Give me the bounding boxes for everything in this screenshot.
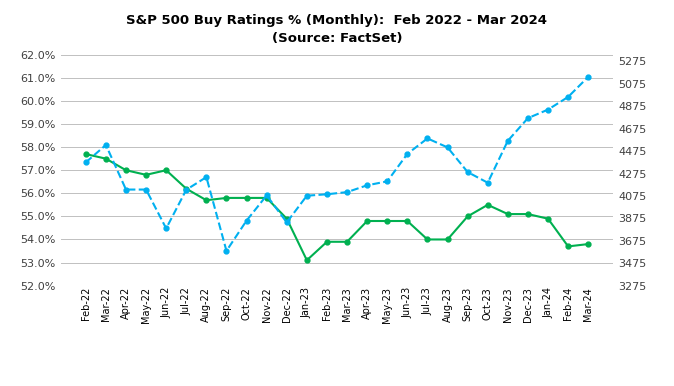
Buy Ratings % <box>142 173 150 177</box>
Price <box>102 142 110 147</box>
Buy Ratings % <box>303 258 311 262</box>
Price <box>503 139 512 143</box>
Price <box>544 107 552 112</box>
Buy Ratings % <box>222 196 231 200</box>
Buy Ratings % <box>202 198 210 203</box>
Buy Ratings % <box>122 168 130 173</box>
Line: Buy Ratings %: Buy Ratings % <box>84 152 590 263</box>
Price <box>443 145 452 150</box>
Buy Ratings % <box>584 242 592 246</box>
Buy Ratings % <box>263 196 271 200</box>
Line: Price: Price <box>84 74 590 253</box>
Buy Ratings % <box>484 203 492 207</box>
Buy Ratings % <box>443 237 452 242</box>
Buy Ratings % <box>323 239 331 244</box>
Price <box>524 116 532 120</box>
Price <box>142 187 150 192</box>
Buy Ratings % <box>182 186 190 191</box>
Buy Ratings % <box>102 156 110 161</box>
Price <box>222 249 231 253</box>
Buy Ratings % <box>464 214 472 219</box>
Price <box>303 193 311 198</box>
Price <box>122 187 130 192</box>
Price <box>243 218 251 223</box>
Buy Ratings % <box>544 217 552 221</box>
Price <box>484 180 492 185</box>
Price <box>384 179 392 184</box>
Price <box>263 193 271 198</box>
Price <box>363 183 371 188</box>
Price <box>162 226 171 231</box>
Price <box>82 160 90 165</box>
Price <box>584 74 592 79</box>
Buy Ratings % <box>564 244 572 249</box>
Buy Ratings % <box>524 212 532 217</box>
Buy Ratings % <box>503 212 512 217</box>
Buy Ratings % <box>162 168 171 173</box>
Price <box>323 192 331 196</box>
Buy Ratings % <box>82 152 90 156</box>
Buy Ratings % <box>363 219 371 223</box>
Price <box>202 175 210 179</box>
Price <box>464 170 472 174</box>
Price <box>423 136 431 141</box>
Buy Ratings % <box>423 237 431 242</box>
Price <box>403 152 411 156</box>
Price <box>564 95 572 99</box>
Buy Ratings % <box>403 219 411 223</box>
Price <box>182 188 190 192</box>
Buy Ratings % <box>243 196 251 200</box>
Buy Ratings % <box>384 219 392 223</box>
Buy Ratings % <box>343 239 351 244</box>
Price <box>343 190 351 195</box>
Title: S&P 500 Buy Ratings % (Monthly):  Feb 2022 - Mar 2024
(Source: FactSet): S&P 500 Buy Ratings % (Monthly): Feb 202… <box>127 14 547 45</box>
Buy Ratings % <box>282 217 290 221</box>
Price <box>282 220 290 225</box>
